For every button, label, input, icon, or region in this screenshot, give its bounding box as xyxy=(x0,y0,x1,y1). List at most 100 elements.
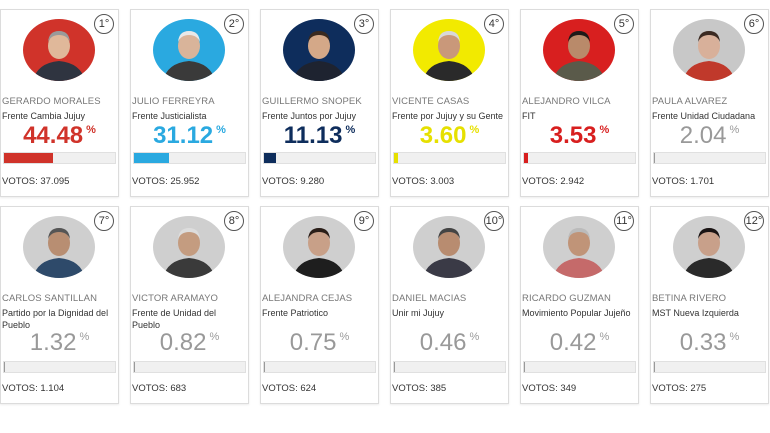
vote-count: VOTOS: 275 xyxy=(652,383,707,394)
person-avatar-icon xyxy=(413,19,485,81)
vote-progress-fill xyxy=(654,362,656,372)
vote-count: VOTOS: 1.104 xyxy=(2,383,65,394)
rank-badge: 6° xyxy=(744,14,764,34)
vote-progress-bar xyxy=(263,152,376,164)
vote-progress-bar xyxy=(263,361,376,373)
vote-progress-fill xyxy=(264,153,277,163)
candidate-name: VICENTE CASAS xyxy=(392,96,470,107)
vote-progress-bar xyxy=(393,361,506,373)
candidate-photo xyxy=(543,19,615,81)
vote-progress-bar xyxy=(3,152,116,164)
candidate-photo xyxy=(23,216,95,278)
percent-sign: % xyxy=(469,331,480,343)
vote-count: VOTOS: 385 xyxy=(392,383,447,394)
candidate-card[interactable]: 3° GUILLERMO SNOPEK Frente Juntos por Juju… xyxy=(260,9,379,197)
vote-progress-fill xyxy=(4,153,54,163)
candidate-card[interactable]: 10° DANIEL MACIAS Unir mi Jujuy 0.46% VOTOS:… xyxy=(390,206,509,404)
candidate-card[interactable]: 6° PAULA ALVAREZ Frente Unidad Ciudadana 2.… xyxy=(650,9,769,197)
percent-sign: % xyxy=(729,124,740,136)
vote-count: VOTOS: 683 xyxy=(132,383,187,394)
percent-value: 0.46 xyxy=(419,329,467,356)
vote-count: VOTOS: 25.952 xyxy=(132,176,200,187)
vote-percentage: 31.12% xyxy=(131,122,248,150)
person-avatar-icon xyxy=(153,19,225,81)
candidate-card[interactable]: 5° ALEJANDRO VILCA FIT 3.53% VOTOS: 2.942 xyxy=(520,9,639,197)
vote-count: VOTOS: 1.701 xyxy=(652,176,715,187)
candidate-name: CARLOS SANTILLAN xyxy=(2,293,98,304)
candidate-card[interactable]: 7° CARLOS SANTILLAN Partido por la Dignida… xyxy=(0,206,119,404)
percent-value: 0.82 xyxy=(159,329,207,356)
percent-value: 44.48 xyxy=(23,122,84,149)
vote-count: VOTOS: 624 xyxy=(262,383,317,394)
percent-value: 3.60 xyxy=(419,122,467,149)
person-avatar-icon xyxy=(153,216,225,278)
person-avatar-icon xyxy=(413,216,485,278)
candidate-name: DANIEL MACIAS xyxy=(392,293,467,304)
percent-sign: % xyxy=(209,331,220,343)
rank-badge: 7° xyxy=(94,211,114,231)
candidate-card[interactable]: 1° GERARDO MORALES Frente Cambia Jujuy 44.4… xyxy=(0,9,119,197)
party-name: Unir mi Jujuy xyxy=(392,308,445,318)
rank-badge: 11° xyxy=(614,211,634,231)
percent-value: 11.13 xyxy=(283,122,343,149)
percent-sign: % xyxy=(216,124,226,136)
person-avatar-icon xyxy=(543,216,615,278)
vote-percentage: 0.75% xyxy=(261,329,378,357)
percent-value: 1.32 xyxy=(29,329,77,356)
vote-progress-fill xyxy=(134,362,136,372)
vote-count: VOTOS: 9.280 xyxy=(262,176,325,187)
candidate-name: PAULA ALVAREZ xyxy=(652,96,728,107)
vote-progress-fill xyxy=(264,362,266,372)
party-name: FIT xyxy=(522,111,536,121)
candidate-name: GUILLERMO SNOPEK xyxy=(262,96,362,107)
vote-percentage: 3.53% xyxy=(521,122,638,150)
percent-sign: % xyxy=(86,124,96,136)
party-name: Movimiento Popular Jujeño xyxy=(522,308,631,318)
percent-sign: % xyxy=(729,331,740,343)
vote-progress-fill xyxy=(654,153,656,163)
candidate-photo xyxy=(413,19,485,81)
vote-progress-bar xyxy=(523,152,636,164)
party-name: Frente por Jujuy y su Gente xyxy=(392,111,504,121)
candidate-card[interactable]: 9° ALEJANDRA CEJAS Frente Patriotico 0.75% V… xyxy=(260,206,379,404)
party-name: Frente Justicialista xyxy=(132,111,207,121)
vote-count: VOTOS: 37.095 xyxy=(2,176,70,187)
party-name: Frente Patriotico xyxy=(262,308,329,318)
vote-count: VOTOS: 3.003 xyxy=(392,176,455,187)
person-avatar-icon xyxy=(23,19,95,81)
vote-progress-fill xyxy=(524,153,529,163)
percent-sign: % xyxy=(339,331,350,343)
candidate-name: ALEJANDRO VILCA xyxy=(522,96,611,107)
candidate-card[interactable]: 4° VICENTE CASAS Frente por Jujuy y su Gen… xyxy=(390,9,509,197)
person-avatar-icon xyxy=(673,19,745,81)
person-avatar-icon xyxy=(543,19,615,81)
vote-progress-fill xyxy=(134,153,169,163)
party-name: Frente de Unidad del Pueblo xyxy=(132,308,217,330)
vote-count: VOTOS: 2.942 xyxy=(522,176,585,187)
candidate-photo xyxy=(153,19,225,81)
candidate-card[interactable]: 2° JULIO FERREYRA Frente Justicialista 31.1… xyxy=(130,9,249,197)
candidate-card[interactable]: 12° BETINA RIVERO MST Nueva Izquierda 0.33%… xyxy=(650,206,769,404)
candidate-photo xyxy=(23,19,95,81)
vote-progress-bar xyxy=(653,361,766,373)
percent-value: 31.12 xyxy=(153,122,214,149)
vote-progress-bar xyxy=(133,152,246,164)
vote-percentage: 0.46% xyxy=(391,329,508,357)
rank-badge: 4° xyxy=(484,14,504,34)
candidate-name: GERARDO MORALES xyxy=(2,96,101,107)
party-name: Frente Unidad Ciudadana xyxy=(652,111,756,121)
vote-percentage: 2.04% xyxy=(651,122,768,150)
candidate-card[interactable]: 11° RICARDO GUZMAN Movimiento Popular Juje… xyxy=(520,206,639,404)
vote-progress-bar xyxy=(523,361,636,373)
vote-percentage: 0.82% xyxy=(131,329,248,357)
person-avatar-icon xyxy=(283,216,355,278)
vote-progress-bar xyxy=(133,361,246,373)
person-avatar-icon xyxy=(673,216,745,278)
candidate-name: VICTOR ARAMAYO xyxy=(132,293,219,304)
candidate-photo xyxy=(413,216,485,278)
candidate-name: BETINA RIVERO xyxy=(652,293,727,304)
rank-badge: 1° xyxy=(94,14,114,34)
candidate-card[interactable]: 8° VICTOR ARAMAYO Frente de Unidad del Pue… xyxy=(130,206,249,404)
rank-badge: 10° xyxy=(484,211,504,231)
vote-progress-fill xyxy=(524,362,526,372)
